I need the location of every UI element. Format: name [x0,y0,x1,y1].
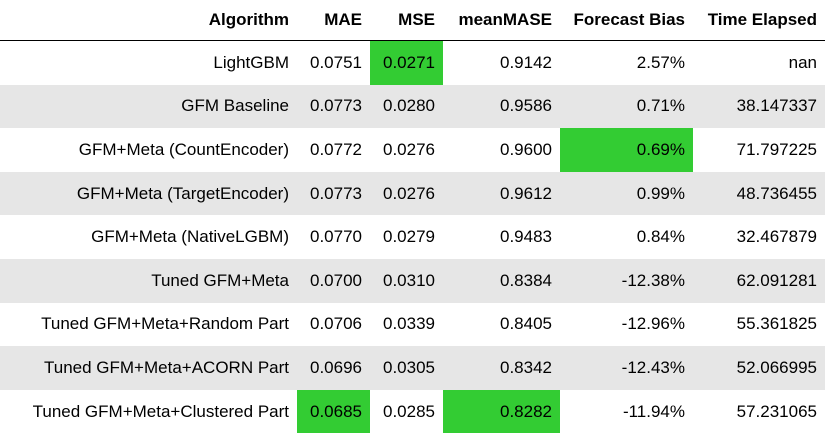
cell-mse: 0.0285 [370,389,443,433]
cell-algorithm: GFM+Meta (CountEncoder) [0,128,297,172]
cell-meanmase: 0.9600 [443,128,560,172]
cell-time-elapsed: 62.091281 [693,258,825,303]
cell-mse: 0.0280 [370,84,443,129]
header-time-elapsed: Time Elapsed [693,0,825,41]
table-row: Tuned GFM+Meta 0.0700 0.0310 0.8384 -12.38% 6… [0,258,825,303]
cell-forecast-bias: 2.57% [560,40,693,85]
header-forecast-bias: Forecast Bias [560,0,693,41]
cell-forecast-bias: -12.96% [560,302,693,347]
cell-mse: 0.0339 [370,302,443,347]
cell-mae: 0.0751 [297,40,370,85]
cell-meanmase: 0.9586 [443,84,560,129]
cell-algorithm: Tuned GFM+Meta+ACORN Part [0,346,297,390]
cell-algorithm: Tuned GFM+Meta+Clustered Part [0,389,297,433]
header-meanmase: meanMASE [443,0,560,41]
cell-mae: 0.0685 [297,389,370,433]
table-row: Tuned GFM+Meta+ACORN Part 0.0696 0.0305 0.8… [0,346,825,390]
cell-meanmase: 0.8342 [443,346,560,390]
cell-mae: 0.0770 [297,215,370,259]
cell-forecast-bias: -12.43% [560,346,693,390]
cell-meanmase: 0.8405 [443,302,560,347]
cell-mae: 0.0773 [297,84,370,129]
header-row: Algorithm MAE MSE meanMASE Forecast Bias… [0,0,825,41]
cell-mae: 0.0772 [297,128,370,172]
table-row: GFM Baseline 0.0773 0.0280 0.9586 0.71% 38.14… [0,84,825,129]
cell-mse: 0.0276 [370,171,443,216]
cell-mse: 0.0279 [370,215,443,259]
cell-time-elapsed: 48.736455 [693,171,825,216]
cell-mse: 0.0271 [370,40,443,85]
cell-algorithm: GFM+Meta (TargetEncoder) [0,171,297,216]
table-row: Tuned GFM+Meta+Clustered Part 0.0685 0.028… [0,389,825,433]
table-row: GFM+Meta (TargetEncoder) 0.0773 0.0276 0.96… [0,171,825,216]
cell-forecast-bias: 0.99% [560,171,693,216]
cell-mse: 0.0310 [370,258,443,303]
cell-time-elapsed: 32.467879 [693,215,825,259]
table-row: GFM+Meta (CountEncoder) 0.0772 0.0276 0.960… [0,128,825,172]
cell-time-elapsed: nan [693,40,825,85]
cell-mae: 0.0696 [297,346,370,390]
cell-forecast-bias: 0.71% [560,84,693,129]
header-mse: MSE [370,0,443,41]
table-row: LightGBM 0.0751 0.0271 0.9142 2.57% nan [0,40,825,85]
cell-algorithm: Tuned GFM+Meta+Random Part [0,302,297,347]
cell-algorithm: Tuned GFM+Meta [0,258,297,303]
cell-time-elapsed: 57.231065 [693,389,825,433]
table-row: Tuned GFM+Meta+Random Part 0.0706 0.0339 0.… [0,302,825,347]
cell-meanmase: 0.9483 [443,215,560,259]
cell-mae: 0.0700 [297,258,370,303]
cell-meanmase: 0.8282 [443,389,560,433]
cell-forecast-bias: 0.69% [560,128,693,172]
cell-mse: 0.0305 [370,346,443,390]
cell-mae: 0.0773 [297,171,370,216]
table-row: GFM+Meta (NativeLGBM) 0.0770 0.0279 0.9483 0… [0,215,825,259]
header-mae: MAE [297,0,370,41]
cell-meanmase: 0.9142 [443,40,560,85]
cell-forecast-bias: -12.38% [560,258,693,303]
cell-time-elapsed: 38.147337 [693,84,825,129]
cell-algorithm: LightGBM [0,40,297,85]
cell-time-elapsed: 71.797225 [693,128,825,172]
header-algorithm: Algorithm [0,0,297,41]
cell-mse: 0.0276 [370,128,443,172]
cell-forecast-bias: -11.94% [560,389,693,433]
cell-time-elapsed: 52.066995 [693,346,825,390]
cell-mae: 0.0706 [297,302,370,347]
cell-forecast-bias: 0.84% [560,215,693,259]
cell-meanmase: 0.8384 [443,258,560,303]
cell-algorithm: GFM+Meta (NativeLGBM) [0,215,297,259]
cell-meanmase: 0.9612 [443,171,560,216]
cell-time-elapsed: 55.361825 [693,302,825,347]
cell-algorithm: GFM Baseline [0,84,297,129]
